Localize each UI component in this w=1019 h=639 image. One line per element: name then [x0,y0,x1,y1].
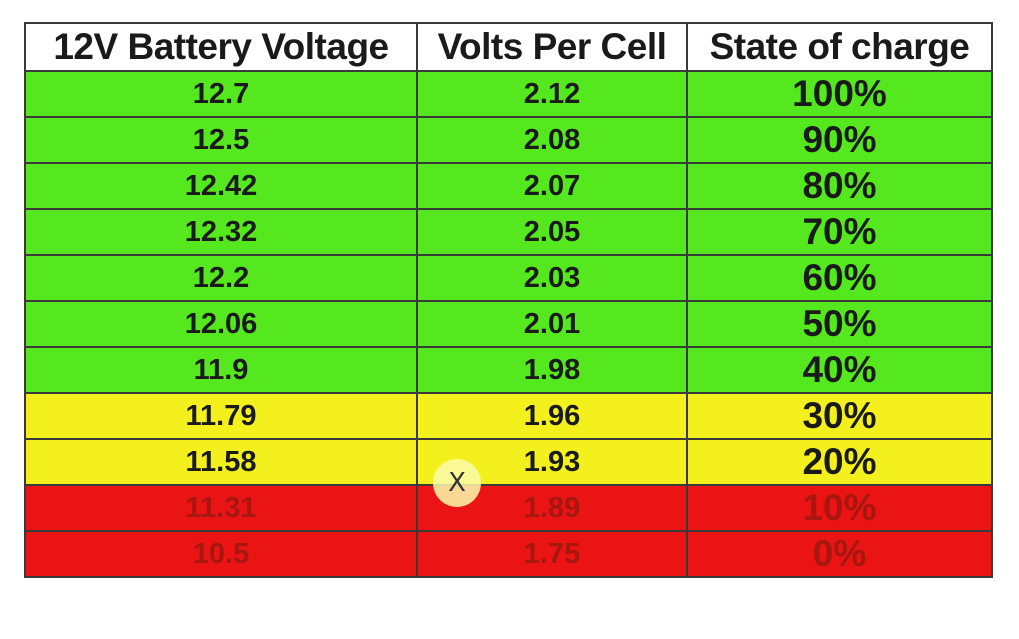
table-row: 10.5 1.75 0% [24,530,993,578]
cell-volts-per-cell: 1.96 [416,392,688,440]
cell-voltage: 12.06 [24,300,418,348]
cell-state-of-charge: 30% [686,392,993,440]
cell-voltage: 12.32 [24,208,418,256]
table-row: 12.06 2.01 50% [24,300,993,348]
cell-voltage: 11.79 [24,392,418,440]
battery-voltage-table: 12V Battery Voltage Volts Per Cell State… [24,22,993,578]
cell-state-of-charge: 60% [686,254,993,302]
table-row: 12.2 2.03 60% [24,254,993,302]
cell-state-of-charge: 40% [686,346,993,394]
cell-volts-per-cell: 2.03 [416,254,688,302]
cell-voltage: 12.42 [24,162,418,210]
cell-volts-per-cell: 2.01 [416,300,688,348]
cell-voltage: 11.58 [24,438,418,486]
cell-state-of-charge: 70% [686,208,993,256]
cell-voltage: 11.31 [24,484,418,532]
header-state-of-charge: State of charge [686,22,993,72]
table-row: 11.9 1.98 40% [24,346,993,394]
cell-voltage: 12.7 [24,70,418,118]
cell-voltage: 10.5 [24,530,418,578]
cell-volts-per-cell: 2.07 [416,162,688,210]
close-icon[interactable]: X [433,459,481,507]
cell-state-of-charge: 90% [686,116,993,164]
table-row: 12.42 2.07 80% [24,162,993,210]
header-battery-voltage: 12V Battery Voltage [24,22,418,72]
cell-volts-per-cell: 2.08 [416,116,688,164]
cell-state-of-charge: 0% [686,530,993,578]
cell-voltage: 12.2 [24,254,418,302]
cell-volts-per-cell: 1.75 [416,530,688,578]
table-row: 12.5 2.08 90% [24,116,993,164]
cell-state-of-charge: 50% [686,300,993,348]
table-row: 12.7 2.12 100% [24,70,993,118]
header-volts-per-cell: Volts Per Cell [416,22,688,72]
cell-voltage: 11.9 [24,346,418,394]
cell-state-of-charge: 100% [686,70,993,118]
cell-volts-per-cell: 1.98 [416,346,688,394]
table-row: 12.32 2.05 70% [24,208,993,256]
cell-state-of-charge: 20% [686,438,993,486]
table-row: 11.79 1.96 30% [24,392,993,440]
cell-volts-per-cell: 2.12 [416,70,688,118]
cell-voltage: 12.5 [24,116,418,164]
cell-state-of-charge: 10% [686,484,993,532]
table-row: 11.58 1.93 20% [24,438,993,486]
cell-volts-per-cell: 2.05 [416,208,688,256]
cell-state-of-charge: 80% [686,162,993,210]
table-header-row: 12V Battery Voltage Volts Per Cell State… [24,22,993,72]
battery-voltage-table-container: 12V Battery Voltage Volts Per Cell State… [24,22,993,578]
table-row: 11.31 1.89 10% [24,484,993,532]
